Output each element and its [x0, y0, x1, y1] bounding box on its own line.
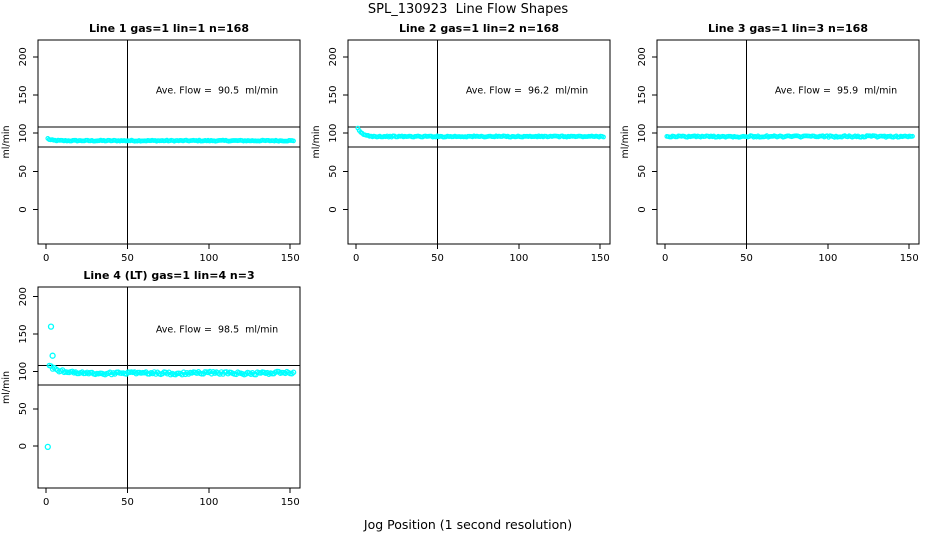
x-tick-label: 100 [509, 253, 528, 264]
y-axis-label: ml/min [620, 125, 631, 158]
y-tick-label: 50 [328, 165, 339, 178]
panel-2: 0 50 100 150 0 50 100 150 200 ml/min Line 2 gas=1 … [311, 22, 611, 264]
plot-box [656, 39, 920, 245]
y-tick-label: 0 [18, 443, 29, 449]
y-tick-label: 150 [637, 85, 648, 104]
data-points [45, 135, 296, 144]
y-tick-label: 0 [637, 206, 648, 212]
panel-4: 0 50 100 150 0 50 100 150 200 ml/min Line 4 (LT) g… [1, 269, 301, 508]
plot-box [37, 286, 301, 489]
y-tick-label: 200 [637, 47, 648, 66]
x-tick-label: 0 [353, 253, 359, 264]
y-tick-label: 200 [18, 47, 29, 66]
plot-box [37, 39, 301, 245]
panel-3: 0 50 100 150 0 50 100 150 200 ml/min Line 3 gas=1 … [620, 22, 920, 264]
y-tick-label: 100 [637, 124, 648, 143]
data-point [910, 133, 915, 139]
y-tick-label: 50 [18, 165, 29, 178]
data-point [601, 134, 606, 140]
ave-flow-annotation: Ave. Flow = 96.2 ml/min [466, 85, 588, 96]
y-axis-label: ml/min [1, 125, 12, 158]
data-points [44, 323, 297, 451]
panel-title: Line 1 gas=1 lin=1 n=168 [89, 22, 249, 35]
ave-flow-annotation: Ave. Flow = 98.5 ml/min [156, 325, 278, 336]
x-axis-label: Jog Position (1 second resolution) [363, 517, 573, 532]
x-tick-label: 0 [662, 253, 668, 264]
y-tick-label: 150 [328, 85, 339, 104]
y-tick-label: 0 [18, 206, 29, 212]
x-tick-label: 50 [431, 253, 444, 264]
y-tick-label: 200 [328, 47, 339, 66]
y-axis-label: ml/min [1, 371, 12, 404]
figure-title: SPL_130923 Line Flow Shapes [367, 2, 569, 17]
x-tick-label: 50 [121, 253, 134, 264]
outlier-point [44, 443, 51, 451]
x-tick-label: 50 [121, 497, 134, 508]
y-tick-label: 100 [328, 124, 339, 143]
panel-title: Line 2 gas=1 lin=2 n=168 [399, 22, 559, 35]
x-tick-label: 150 [900, 253, 919, 264]
x-tick-label: 100 [818, 253, 837, 264]
panel-title: Line 3 gas=1 lin=3 n=168 [708, 22, 868, 35]
y-tick-label: 50 [637, 165, 648, 178]
x-tick-label: 150 [281, 497, 300, 508]
x-tick-label: 150 [281, 253, 300, 264]
x-tick-label: 100 [199, 253, 218, 264]
ave-flow-annotation: Ave. Flow = 95.9 ml/min [775, 85, 897, 96]
ave-flow-annotation: Ave. Flow = 90.5 ml/min [156, 85, 278, 96]
x-tick-label: 100 [199, 497, 218, 508]
data-point [291, 138, 296, 144]
x-tick-label: 0 [43, 497, 49, 508]
x-tick-label: 50 [740, 253, 753, 264]
data-points [664, 133, 915, 140]
x-tick-label: 150 [591, 253, 610, 264]
outlier-point [49, 352, 56, 359]
y-axis-label: ml/min [311, 125, 322, 158]
y-tick-label: 200 [18, 287, 29, 306]
y-tick-label: 150 [18, 325, 29, 344]
panel-1: 0 50 100 150 0 50 100 150 200 ml/min Line 1 gas=1 … [1, 22, 301, 264]
outlier-point [47, 323, 55, 330]
y-tick-label: 0 [328, 206, 339, 212]
data-points [355, 125, 606, 140]
y-tick-label: 150 [18, 85, 29, 104]
data-point [290, 369, 297, 376]
panel-title: Line 4 (LT) gas=1 lin=4 n=3 [83, 269, 254, 282]
y-tick-label: 50 [18, 402, 29, 415]
y-tick-label: 100 [18, 124, 29, 143]
y-tick-label: 100 [18, 362, 29, 381]
x-tick-label: 0 [43, 253, 49, 264]
plot-box [347, 39, 611, 245]
